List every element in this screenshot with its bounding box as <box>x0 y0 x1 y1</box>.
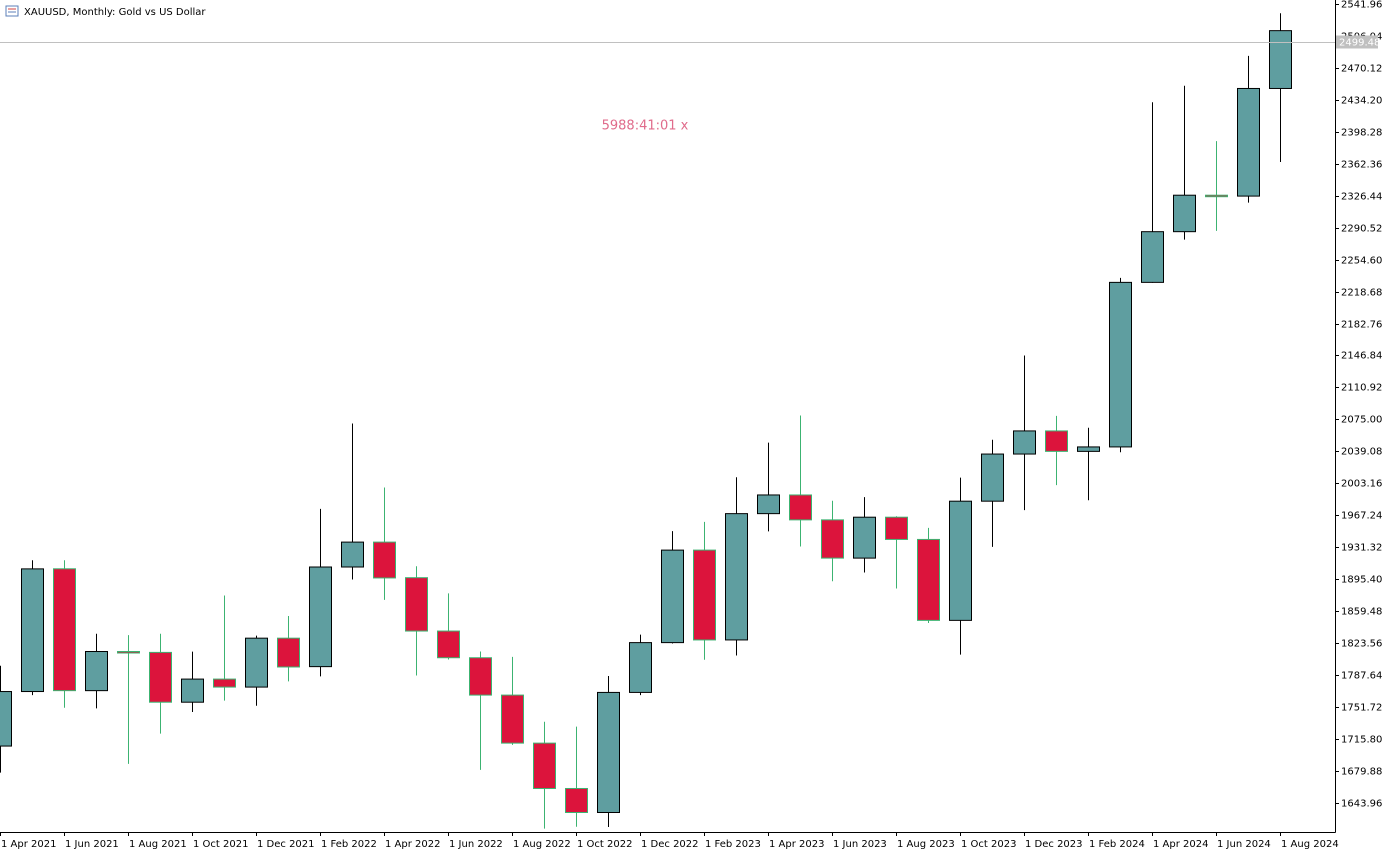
y-tick-label: 2254.60 <box>1341 256 1382 267</box>
y-tick-label: 1679.88 <box>1341 767 1382 778</box>
title-block: XAUUSD, Monthly: Gold vs US Dollar <box>5 5 206 18</box>
candle-body <box>149 651 172 703</box>
y-tick-label: 1751.72 <box>1341 703 1382 714</box>
y-tick-label: 2218.68 <box>1341 288 1382 299</box>
candle-body <box>117 651 140 654</box>
y-tick-label: 2003.16 <box>1341 479 1382 490</box>
candle-body <box>629 642 652 693</box>
candle-body <box>757 494 780 515</box>
candle-body <box>981 453 1004 502</box>
y-tick-label: 2290.52 <box>1341 224 1382 235</box>
candle-body <box>245 637 268 688</box>
candle-body <box>437 630 460 659</box>
candle-body <box>725 513 748 641</box>
candle-body <box>789 494 812 521</box>
chart-title: XAUUSD, Monthly: Gold vs US Dollar <box>24 7 206 18</box>
x-tick-label: 1 Dec 2021 <box>257 839 315 850</box>
candle-body <box>597 691 620 814</box>
y-tick-label: 1823.56 <box>1341 639 1382 650</box>
x-tick-label: 1 Apr 2024 <box>1153 839 1208 850</box>
candle-body <box>565 787 588 814</box>
y-tick-label: 2541.96 <box>1341 0 1382 11</box>
timer-annotation: 5988:41:01 x <box>602 119 689 134</box>
candle-body <box>469 657 492 696</box>
current-price-label: 2499.48 <box>1339 38 1380 49</box>
candle-body <box>213 678 236 688</box>
candle-body <box>309 566 332 668</box>
x-tick-label: 1 Aug 2024 <box>1281 839 1339 850</box>
current-price-box <box>1336 35 1378 49</box>
x-tick-label: 1 Feb 2022 <box>321 839 377 850</box>
y-tick-label: 1643.96 <box>1341 799 1382 810</box>
y-tick-label: 2398.28 <box>1341 128 1382 139</box>
candle-body <box>693 549 716 641</box>
y-tick-label: 2434.20 <box>1341 96 1382 107</box>
x-tick-label: 1 Feb 2024 <box>1089 839 1145 850</box>
candle-body <box>373 541 396 579</box>
y-tick-label: 1931.32 <box>1341 543 1382 554</box>
x-tick-label: 1 Jun 2022 <box>449 839 503 850</box>
y-tick-label: 2470.12 <box>1341 64 1382 75</box>
x-tick-label: 1 Jun 2021 <box>65 839 119 850</box>
candle-body <box>885 516 908 540</box>
candle-body <box>277 637 300 668</box>
x-tick-label: 1 Dec 2022 <box>641 839 699 850</box>
candle-body <box>949 500 972 621</box>
candle-body <box>0 691 12 747</box>
x-tick-label: 1 Feb 2023 <box>705 839 761 850</box>
y-tick-label: 1715.80 <box>1341 735 1382 746</box>
candle-body <box>1141 231 1164 283</box>
y-tick-label: 2110.92 <box>1341 383 1382 394</box>
x-tick-label: 1 Aug 2023 <box>897 839 955 850</box>
candle-body <box>917 538 940 621</box>
y-tick-label: 2075.00 <box>1341 415 1382 426</box>
y-tick-label: 2362.36 <box>1341 160 1382 171</box>
y-tick-label: 1967.24 <box>1341 511 1382 522</box>
x-tick-label: 1 Aug 2021 <box>129 839 187 850</box>
y-tick-label: 2182.76 <box>1341 320 1382 331</box>
candle-body <box>1045 430 1068 452</box>
x-tick-label: 1 Apr 2023 <box>769 839 824 850</box>
candle-body <box>1013 430 1036 455</box>
y-tick-label: 2039.08 <box>1341 447 1382 458</box>
x-tick-label: 1 Oct 2023 <box>961 839 1016 850</box>
x-tick-label: 1 Oct 2021 <box>193 839 248 850</box>
candle-body <box>533 742 556 789</box>
chart-icon <box>5 5 19 17</box>
candle-body <box>53 568 76 692</box>
y-tick-label: 1787.64 <box>1341 671 1382 682</box>
y-tick-label: 1859.48 <box>1341 607 1382 618</box>
x-tick-label: 1 Jun 2024 <box>1217 839 1271 850</box>
x-tick-label: 1 Jun 2023 <box>833 839 887 850</box>
candle-body <box>1109 281 1132 448</box>
y-tick-label: 2146.84 <box>1341 351 1382 362</box>
candle-body <box>1173 194 1196 233</box>
candle-body <box>1205 194 1228 198</box>
x-tick-label: 1 Aug 2022 <box>513 839 571 850</box>
candle-body <box>501 694 524 744</box>
candle-body <box>181 678 204 703</box>
candle-body <box>1077 446 1100 452</box>
x-tick-label: 1 Oct 2022 <box>577 839 632 850</box>
candle-body <box>1269 30 1292 89</box>
candle-body <box>661 549 684 644</box>
candle-body <box>21 568 44 693</box>
y-tick-label: 2326.44 <box>1341 192 1382 203</box>
x-tick-label: 1 Dec 2023 <box>1025 839 1083 850</box>
candle-body <box>405 577 428 632</box>
y-tick-label: 1895.40 <box>1341 575 1382 586</box>
candle-body <box>85 651 108 692</box>
x-tick-label: 1 Apr 2022 <box>385 839 440 850</box>
candle-body <box>853 516 876 559</box>
candle-body <box>821 519 844 559</box>
x-tick-label: 1 Apr 2021 <box>1 839 56 850</box>
candle-body <box>341 541 364 568</box>
plot-area <box>0 13 1292 829</box>
candle-body <box>1237 87 1260 197</box>
